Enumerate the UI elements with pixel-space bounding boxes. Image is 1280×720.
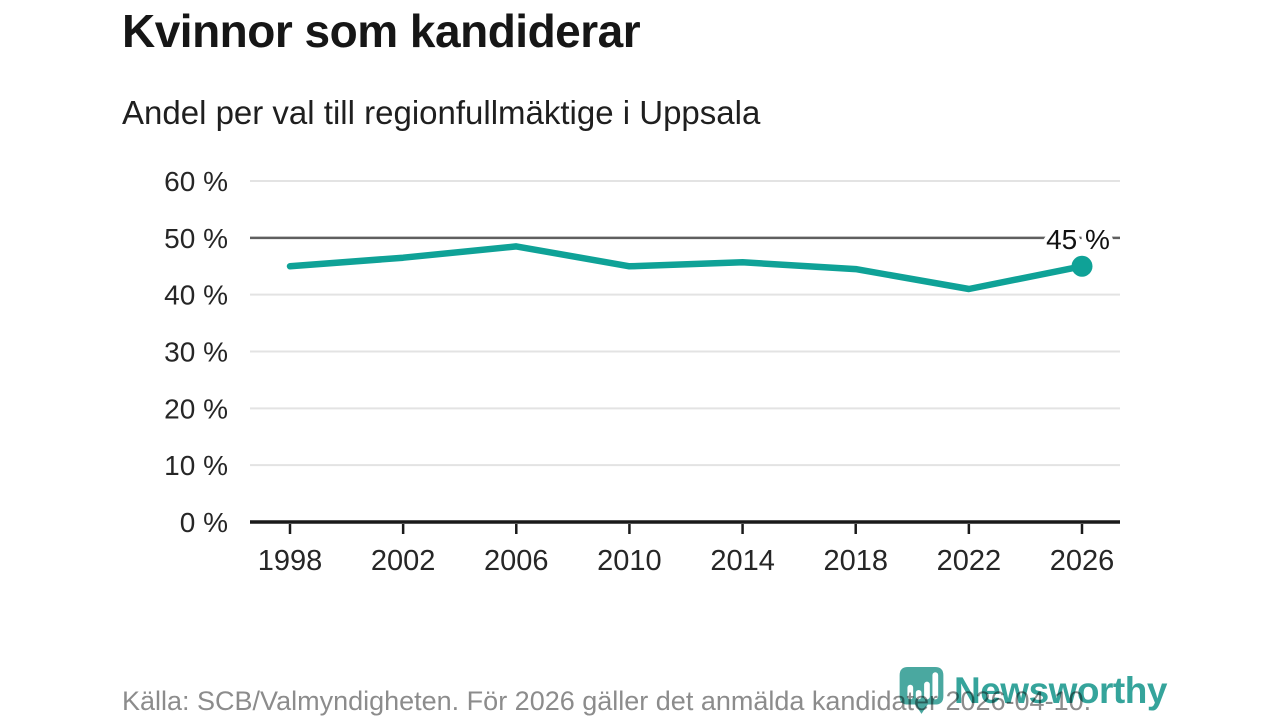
newsworthy-logo: Newsworthy <box>898 666 1167 716</box>
end-value-label: 45 % <box>1046 224 1110 255</box>
bar-chart-pin-icon <box>899 667 944 714</box>
y-tick-label: 50 % <box>164 223 228 254</box>
y-tick-label: 20 % <box>164 393 228 424</box>
gridlines <box>250 180 1120 467</box>
x-tick-label: 2022 <box>937 545 1002 577</box>
x-tick-label: 2006 <box>484 545 549 577</box>
axes: 0 % 10 % 20 % 30 % 40 % 50 % 60 % 1998 2002 2006 2… <box>164 166 1120 577</box>
x-tick-label: 2010 <box>597 545 662 577</box>
data-series <box>286 243 1093 293</box>
y-tick-label: 0 % <box>180 507 228 538</box>
y-tick-label: 60 % <box>164 166 228 197</box>
newsworthy-wordmark: Newsworthy <box>954 670 1167 711</box>
x-tick-label: 2014 <box>710 545 775 577</box>
chart-subtitle: Andel per val till regionfullmäktige i U… <box>122 94 761 131</box>
x-tick-label: 2018 <box>823 545 888 577</box>
series-line <box>286 243 1086 293</box>
y-tick-label: 30 % <box>164 337 228 368</box>
chart-title: Kvinnor som kandiderar <box>122 5 641 57</box>
y-tick-label: 40 % <box>164 280 228 311</box>
y-tick-label: 10 % <box>164 450 228 481</box>
x-tick-label: 2002 <box>371 545 436 577</box>
x-tick-label: 2026 <box>1050 545 1115 577</box>
end-point-dot <box>1071 255 1093 277</box>
data-labels: 45 % <box>1042 220 1115 260</box>
x-tick-label: 1998 <box>258 545 323 577</box>
